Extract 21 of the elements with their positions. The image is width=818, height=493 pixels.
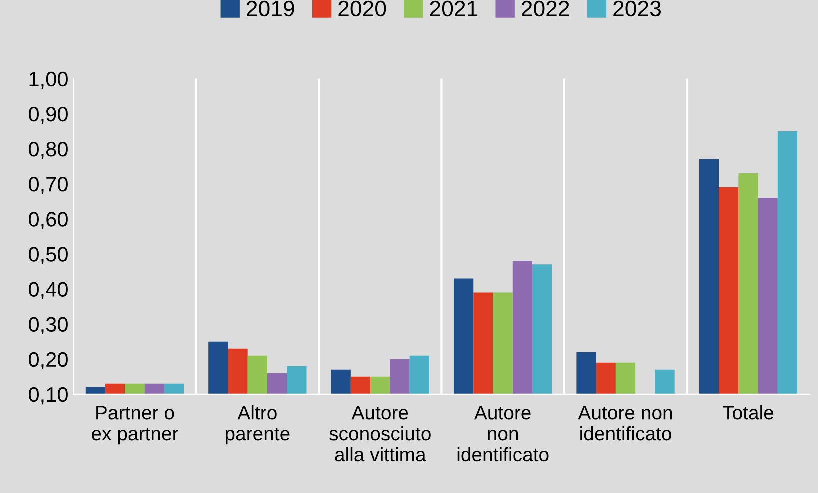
x-tick-label: Partner o ex partner <box>92 406 178 445</box>
y-tick-label: 0,30 <box>29 317 68 334</box>
legend-label: 2019 <box>247 0 294 17</box>
legend-label: 2023 <box>614 0 661 17</box>
y-tick-label: 0,50 <box>29 247 68 264</box>
y-tick-label: 0,10 <box>29 387 68 405</box>
y-tick-label: 0,60 <box>29 212 68 230</box>
y-tick-label: 0,90 <box>29 106 68 124</box>
y-tick-label: 0,70 <box>29 177 68 194</box>
y-tick-label: 0,20 <box>29 352 68 370</box>
legend-label: 2021 <box>430 0 478 17</box>
x-tick-label: Totale <box>722 406 774 420</box>
legend-label: 2020 <box>338 0 386 17</box>
legend-label: 2022 <box>522 0 570 17</box>
y-tick-label: 0,80 <box>29 142 68 160</box>
x-tick-label: Autore sconosciuto alla vittima <box>330 406 431 462</box>
y-tick-label: 1,00 <box>30 72 68 90</box>
y-tick-label: 0,40 <box>29 282 68 300</box>
x-tick-label: Altro parente <box>226 406 290 445</box>
x-tick-label: Autore non identificato <box>458 406 549 462</box>
x-tick-label: Autore non identificato <box>578 406 672 441</box>
